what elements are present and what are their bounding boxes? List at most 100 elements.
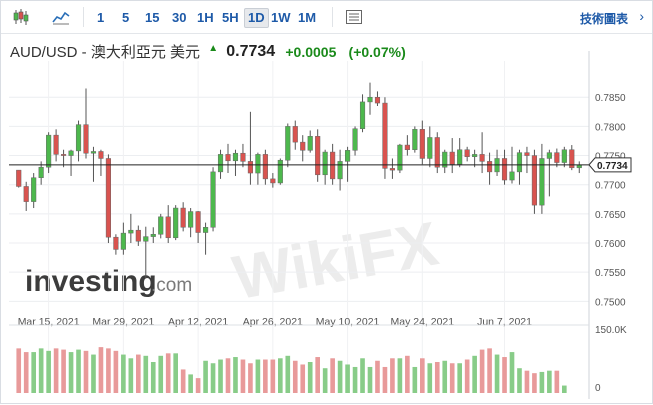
volume-bar — [240, 359, 246, 393]
volume-bar — [98, 347, 104, 393]
last-price: 0.7734 — [226, 42, 276, 60]
candle-body — [315, 136, 321, 176]
candle-body — [330, 151, 336, 180]
volume-bar — [375, 360, 380, 393]
volume-bar — [300, 364, 306, 393]
volume-bar — [31, 352, 37, 393]
candle-body — [113, 236, 119, 250]
candle-body — [203, 227, 209, 233]
technical-chart-link[interactable]: 技術圖表 — [579, 12, 628, 26]
candle-body — [389, 168, 395, 171]
candle-body — [352, 128, 358, 151]
volume-bar — [442, 360, 448, 393]
candle-body — [397, 144, 403, 171]
candle-body — [195, 211, 201, 233]
volume-bar — [128, 358, 134, 393]
volume-bar — [367, 366, 373, 393]
candle-body — [449, 151, 455, 165]
candle-body — [419, 129, 425, 159]
y-tick-label: 0.7650 — [595, 210, 626, 221]
candle-body — [337, 161, 343, 180]
timeframe-1m[interactable]: 1M — [298, 10, 317, 25]
price-change-percent: (+0.07%) — [348, 43, 406, 60]
timeframe-1w[interactable]: 1W — [271, 10, 291, 25]
candlestick-icon[interactable] — [11, 7, 31, 27]
candle-body — [255, 154, 261, 174]
candle-body — [472, 154, 478, 157]
last-price-label: 0.7734 — [597, 161, 628, 172]
settings-panel-icon[interactable] — [344, 7, 364, 27]
volume-bar — [472, 355, 477, 393]
candle-body — [247, 161, 253, 174]
volume-bar — [61, 349, 66, 393]
y-tick-label: 0.7600 — [595, 239, 626, 250]
candle-body — [382, 102, 388, 169]
candle-body — [501, 158, 508, 181]
volume-bar — [561, 385, 567, 393]
candle-body — [225, 154, 231, 162]
candle-body — [23, 186, 29, 202]
volume-bar — [517, 368, 522, 393]
volume-bar — [285, 355, 291, 393]
candle-body — [173, 207, 179, 239]
candle-body — [180, 207, 186, 228]
volume-bar — [83, 350, 89, 393]
volume-bar — [76, 349, 81, 393]
y-tick-label: 0.7800 — [595, 122, 626, 133]
volume-bar — [143, 355, 149, 393]
timeframe-1d[interactable]: 1D — [244, 8, 269, 28]
timeframe-15[interactable]: 15 — [145, 10, 160, 25]
volume-bar — [307, 362, 313, 393]
candle-body — [457, 149, 463, 165]
volume-bar — [427, 363, 433, 393]
volume-tick-label: 150.0K — [595, 325, 627, 336]
volume-bar — [16, 348, 22, 393]
volume-bar — [412, 366, 418, 393]
x-tick-label: May 24, 2021 — [390, 316, 454, 328]
volume-bar — [547, 370, 552, 393]
volume-bar — [23, 352, 29, 393]
volume-bar — [360, 358, 365, 393]
y-tick-label: 0.7500 — [595, 297, 626, 308]
timeframe-1h[interactable]: 1H — [197, 10, 214, 25]
toolbar-separator — [332, 7, 333, 27]
volume-bar — [180, 369, 186, 393]
volume-bar — [479, 349, 485, 393]
volume-bar — [158, 355, 164, 393]
pair-title: AUD/USD - 澳大利亞元 美元 — [10, 44, 201, 61]
last-price-marker — [588, 157, 632, 173]
candle-body — [53, 134, 59, 155]
volume-bar — [502, 357, 507, 393]
timeframe-30[interactable]: 30 — [172, 10, 187, 25]
candle-body — [120, 232, 126, 250]
candle-body — [367, 96, 373, 103]
candle-body — [83, 124, 89, 154]
x-tick-label: Apr 12, 2021 — [168, 316, 228, 328]
timeframe-5h[interactable]: 5H — [222, 10, 239, 25]
timeframe-5[interactable]: 5 — [122, 10, 130, 25]
volume-bar — [173, 353, 179, 393]
candle-body — [434, 137, 440, 168]
volume-bar — [46, 350, 51, 393]
volume-bar — [165, 353, 171, 393]
volume-bar — [352, 366, 358, 393]
volume-bar — [554, 370, 560, 393]
area-chart-icon[interactable] — [51, 7, 71, 27]
volume-bar — [382, 366, 388, 393]
volume-bar — [419, 358, 425, 393]
axes: 0.7850 0.7800 0.7750 0.7700 0.7650 0.7600 0.75… — [9, 51, 632, 399]
volume-bar — [464, 359, 470, 393]
volume-bar — [330, 358, 335, 393]
chevron-right-icon[interactable]: › — [639, 8, 644, 24]
timeframe-1[interactable]: 1 — [97, 10, 105, 25]
toolbar-separator — [83, 7, 84, 27]
volume-bar — [121, 354, 126, 393]
candle-body — [270, 178, 276, 184]
volume-bar — [494, 354, 500, 393]
volume-bar — [434, 362, 440, 393]
volume-bar — [38, 348, 44, 393]
volume-bar — [135, 354, 141, 393]
candle-body — [90, 151, 97, 154]
